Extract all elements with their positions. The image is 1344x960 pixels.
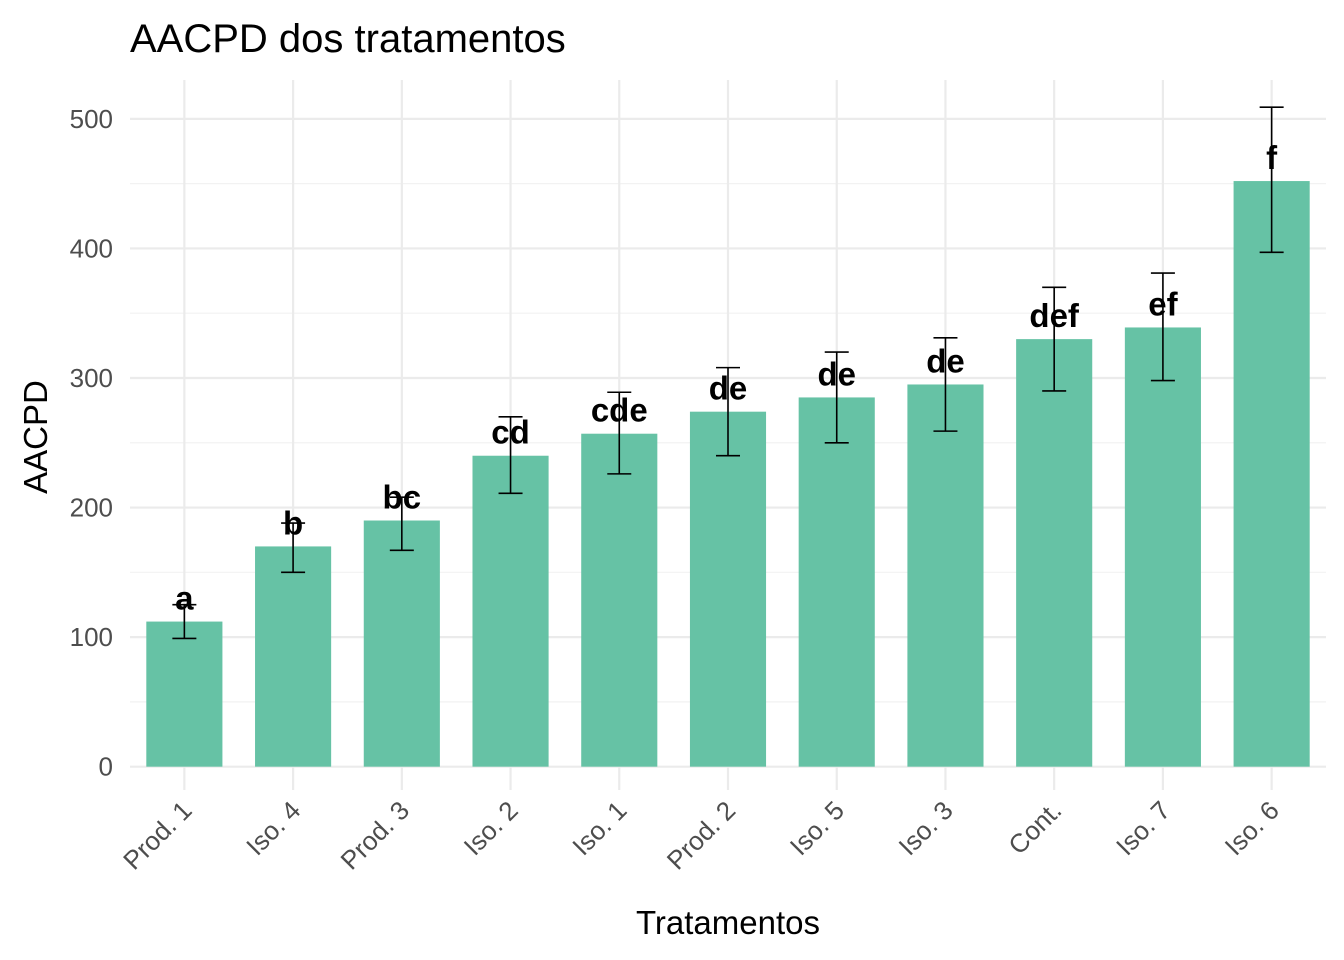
- x-tick-label: Prod. 1: [117, 795, 197, 875]
- bar: [255, 546, 332, 767]
- bar: [146, 621, 223, 767]
- group-letters: a b bc cd cde de de de def ef f: [175, 139, 1278, 617]
- x-tick-label: Iso. 7: [1110, 795, 1176, 861]
- group-letter: f: [1266, 139, 1278, 176]
- error-bar: [1259, 106, 1284, 254]
- bar: [1124, 327, 1201, 767]
- bar: [581, 433, 658, 767]
- error-bar: [933, 337, 958, 432]
- error-bar: [824, 351, 849, 444]
- bars: [146, 181, 1310, 767]
- error-bar: [281, 522, 306, 574]
- bar: [1016, 339, 1093, 767]
- bar: [689, 411, 767, 767]
- x-tick-label: Prod. 3: [335, 795, 415, 875]
- error-bar: [172, 603, 197, 640]
- y-axis-title: AACPD: [17, 380, 54, 494]
- y-tick-label: 300: [70, 363, 113, 393]
- y-tick-label: 0: [99, 752, 113, 782]
- y-tick-label: 400: [70, 233, 113, 263]
- x-axis-title: Tratamentos: [636, 904, 820, 941]
- y-tick-label: 200: [70, 493, 113, 523]
- error-bar: [607, 391, 632, 475]
- error-bar: [716, 366, 740, 457]
- group-letter: cde: [591, 392, 648, 429]
- x-tick-label: Iso. 3: [893, 795, 959, 861]
- bar: [907, 384, 984, 767]
- x-tick-label: Prod. 2: [661, 795, 741, 875]
- error-bars: [172, 106, 1284, 640]
- group-letter: de: [926, 342, 965, 379]
- x-tick-label: Iso. 5: [784, 795, 850, 861]
- x-tick-label: Iso. 1: [566, 795, 632, 861]
- y-tick-label: 100: [70, 622, 113, 652]
- group-letter: de: [709, 370, 748, 407]
- bar: [363, 520, 440, 767]
- group-letter: cd: [491, 414, 530, 451]
- y-axis-ticks: 0 100 200 300 400 500: [70, 104, 113, 782]
- group-letter: bc: [383, 479, 422, 516]
- group-letter: ef: [1148, 285, 1178, 322]
- group-letter: a: [175, 580, 194, 617]
- x-tick-label: Iso. 6: [1219, 795, 1285, 861]
- y-tick-label: 500: [70, 104, 113, 134]
- bar: [798, 397, 875, 767]
- error-bar: [1042, 286, 1067, 392]
- bar: [472, 455, 549, 767]
- error-bar: [498, 416, 523, 495]
- error-bar: [389, 496, 414, 552]
- group-letter: def: [1029, 297, 1080, 334]
- bar: [1233, 181, 1310, 767]
- chart-title: AACPD dos tratamentos: [130, 17, 566, 61]
- group-letter: b: [283, 504, 303, 541]
- x-tick-label: Cont.: [1002, 795, 1067, 860]
- error-bar: [1150, 272, 1175, 382]
- x-tick-label: Iso. 2: [458, 795, 524, 861]
- group-letter: de: [817, 355, 856, 392]
- x-axis-ticks: Prod. 1 Iso. 4 Prod. 3 Iso. 2 Iso. 1 Prod. 2 I…: [117, 795, 1285, 875]
- x-tick-label: Iso. 4: [240, 795, 306, 861]
